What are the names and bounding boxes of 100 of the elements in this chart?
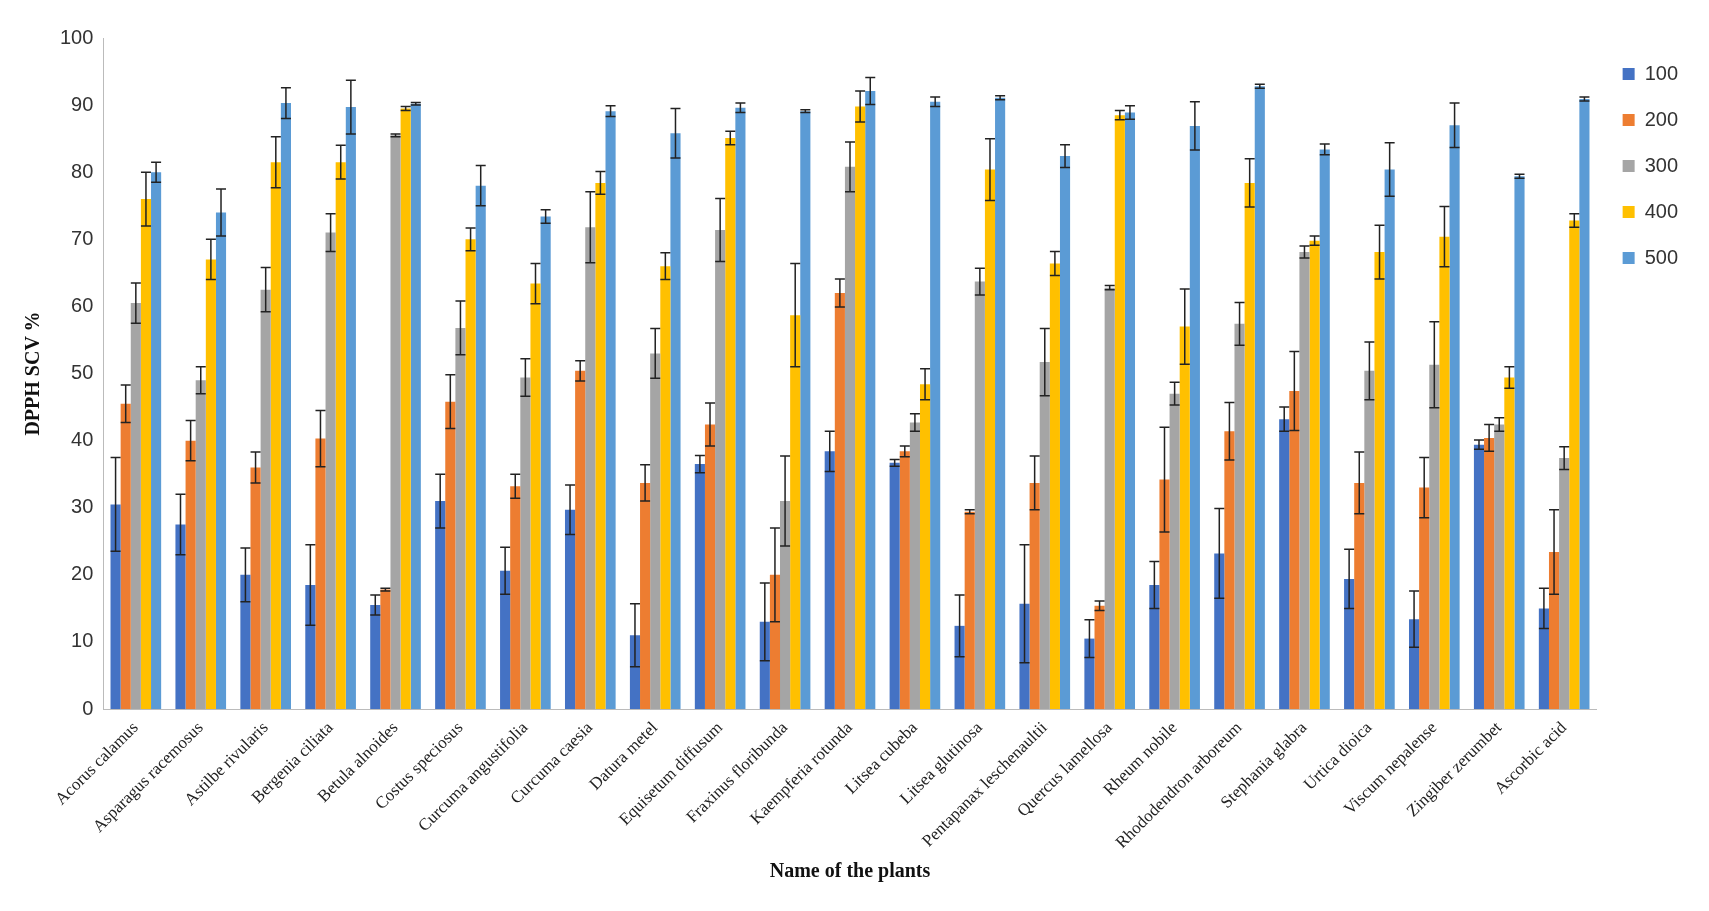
y-tick-label: 30 (71, 495, 94, 518)
bar (151, 172, 162, 710)
bar (1548, 552, 1560, 710)
bar (390, 135, 401, 710)
bar (1374, 252, 1385, 710)
legend-label: 300 (1644, 153, 1679, 176)
bar (1094, 605, 1105, 710)
bar (400, 108, 411, 710)
bar (704, 424, 716, 710)
bar (1029, 482, 1040, 710)
bar (834, 293, 845, 710)
bar (1579, 99, 1590, 710)
bar (205, 259, 216, 710)
bar (410, 103, 421, 710)
bar (1244, 182, 1255, 710)
bar (1084, 638, 1095, 710)
bar (1384, 169, 1395, 710)
bar (120, 403, 131, 710)
bar (715, 229, 726, 710)
bar (1344, 578, 1355, 710)
legend-label: 400 (1644, 199, 1679, 222)
bar (735, 107, 746, 710)
bar (325, 232, 336, 710)
y-tick-label: 80 (71, 159, 94, 182)
bar (1254, 86, 1265, 710)
bar (725, 137, 736, 710)
bar (585, 227, 596, 710)
bar (575, 370, 586, 710)
bar (1104, 287, 1115, 710)
bar (930, 101, 941, 710)
bar (185, 440, 196, 710)
bar (380, 589, 391, 710)
bar (954, 625, 965, 710)
bar (130, 303, 141, 710)
bar (1439, 236, 1450, 710)
bar (790, 315, 801, 710)
bar (1449, 125, 1460, 710)
bar (909, 422, 920, 710)
bar (1559, 458, 1570, 710)
y-axis-title: DPPH SCV % (21, 311, 44, 436)
bar (520, 377, 531, 710)
bar (250, 467, 261, 710)
bar (315, 438, 326, 710)
bar (865, 91, 876, 710)
bar (195, 380, 206, 710)
bar (240, 574, 251, 710)
bar (564, 509, 576, 710)
bar (605, 111, 616, 710)
x-axis-title: Name of the plants (769, 859, 931, 883)
legend-label: 200 (1644, 107, 1679, 130)
bar (1049, 263, 1060, 710)
legend-label: 100 (1644, 61, 1679, 84)
bar (1419, 487, 1430, 710)
bar (305, 584, 316, 710)
bar (1484, 437, 1495, 710)
bar (1189, 125, 1200, 710)
bar (465, 239, 476, 710)
bar (345, 107, 356, 710)
bar (1514, 176, 1525, 710)
bar (510, 486, 521, 710)
bar (1289, 390, 1300, 710)
bar (1279, 419, 1290, 710)
bar (1149, 584, 1160, 710)
bar (370, 605, 381, 710)
bar (769, 574, 781, 710)
bar (140, 199, 152, 710)
bar (1504, 377, 1515, 710)
bar (270, 162, 281, 710)
bar (1319, 149, 1330, 710)
bar (1494, 424, 1505, 710)
y-tick-label: 60 (71, 293, 94, 316)
bar (500, 570, 511, 710)
bar (1429, 364, 1440, 710)
bar (800, 111, 811, 710)
bar (1354, 482, 1365, 710)
bar (1214, 553, 1225, 710)
bar (889, 462, 900, 710)
bar (899, 451, 910, 710)
bar (540, 216, 551, 710)
bar (694, 464, 705, 710)
y-tick-label: 20 (71, 562, 94, 585)
bar (1124, 112, 1136, 710)
bar (1039, 362, 1050, 710)
y-tick-label: 100 (59, 25, 94, 48)
bar (445, 401, 456, 710)
bar (995, 97, 1006, 710)
legend-label: 500 (1644, 245, 1679, 268)
y-tick-label: 70 (71, 226, 94, 249)
y-tick-label: 40 (71, 428, 94, 451)
bar (1159, 479, 1170, 710)
bar (1364, 370, 1375, 710)
bar (1234, 323, 1245, 710)
bar (1569, 220, 1580, 710)
bar (974, 281, 985, 710)
y-tick-label: 90 (71, 92, 94, 115)
bar (1019, 603, 1030, 710)
bar (855, 106, 866, 710)
bar (984, 169, 996, 710)
bar (1169, 393, 1180, 710)
bar (435, 501, 446, 710)
